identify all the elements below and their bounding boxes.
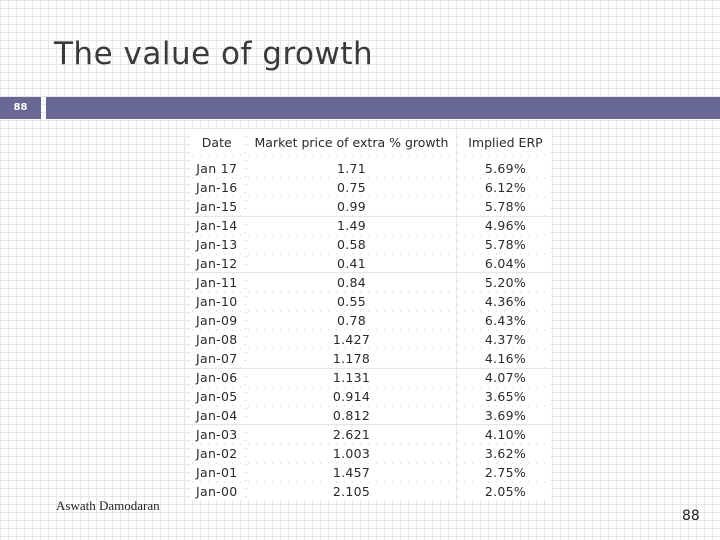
- table-row: Jan-14 1.49 4.96%: [190, 217, 552, 234]
- market-price-cell: 1.49: [246, 217, 457, 234]
- table-row: Jan 17 1.71 5.69%: [190, 156, 552, 177]
- title-bar: [46, 97, 720, 119]
- header-implied-erp: Implied ERP: [459, 130, 552, 154]
- implied-erp-cell: 4.10%: [459, 426, 552, 443]
- date-cell: Jan 17: [190, 156, 244, 177]
- implied-erp-cell: 5.78%: [459, 198, 552, 215]
- date-cell: Jan-13: [190, 236, 244, 253]
- table-row: Jan-08 1.427 4.37%: [190, 331, 552, 348]
- market-price-cell: 1.427: [246, 331, 457, 348]
- header-market-price: Market price of extra % growth: [246, 130, 457, 154]
- market-price-cell: 1.003: [246, 445, 457, 462]
- implied-erp-cell: 5.69%: [459, 156, 552, 177]
- table-row: Jan-07 1.178 4.16%: [190, 350, 552, 367]
- date-cell: Jan-01: [190, 464, 244, 481]
- date-cell: Jan-10: [190, 293, 244, 310]
- table-row: Jan-06 1.131 4.07%: [190, 369, 552, 386]
- market-price-cell: 0.84: [246, 274, 457, 291]
- table-row: Jan-11 0.84 5.20%: [190, 274, 552, 291]
- implied-erp-cell: 5.78%: [459, 236, 552, 253]
- table-row: Jan-12 0.41 6.04%: [190, 255, 552, 272]
- market-price-cell: 2.621: [246, 426, 457, 443]
- author-name: Aswath Damodaran: [56, 498, 160, 513]
- implied-erp-cell: 6.12%: [459, 179, 552, 196]
- market-price-cell: 1.457: [246, 464, 457, 481]
- implied-erp-cell: 2.75%: [459, 464, 552, 481]
- market-price-cell: 0.41: [246, 255, 457, 272]
- implied-erp-cell: 4.07%: [459, 369, 552, 386]
- page-number: 88: [682, 508, 700, 524]
- date-cell: Jan-16: [190, 179, 244, 196]
- table-row: Jan-15 0.99 5.78%: [190, 198, 552, 215]
- date-cell: Jan-00: [190, 483, 244, 500]
- growth-value-table: Date Market price of extra % growth Impl…: [187, 128, 554, 502]
- date-cell: Jan-06: [190, 369, 244, 386]
- slide-title: The value of growth: [54, 36, 374, 72]
- table-body: Jan 17 1.71 5.69% Jan-16 0.75 6.12% Jan-15 0.99…: [190, 156, 552, 500]
- market-price-cell: 0.75: [246, 179, 457, 196]
- implied-erp-cell: 4.36%: [459, 293, 552, 310]
- table-row: Jan-04 0.812 3.69%: [190, 407, 552, 424]
- date-cell: Jan-09: [190, 312, 244, 329]
- implied-erp-cell: 6.43%: [459, 312, 552, 329]
- date-cell: Jan-08: [190, 331, 244, 348]
- table-row: Jan-05 0.914 3.65%: [190, 388, 552, 405]
- slide-number-badge: 88: [0, 97, 41, 119]
- implied-erp-cell: 5.20%: [459, 274, 552, 291]
- date-cell: Jan-03: [190, 426, 244, 443]
- implied-erp-cell: 3.69%: [459, 407, 552, 424]
- date-cell: Jan-14: [190, 217, 244, 234]
- market-price-cell: 0.58: [246, 236, 457, 253]
- date-cell: Jan-04: [190, 407, 244, 424]
- market-price-cell: 0.99: [246, 198, 457, 215]
- implied-erp-cell: 3.65%: [459, 388, 552, 405]
- header-row: Date Market price of extra % growth Impl…: [190, 130, 552, 154]
- market-price-cell: 0.55: [246, 293, 457, 310]
- market-price-cell: 0.812: [246, 407, 457, 424]
- implied-erp-cell: 4.16%: [459, 350, 552, 367]
- implied-erp-cell: 4.37%: [459, 331, 552, 348]
- table-row: Jan-16 0.75 6.12%: [190, 179, 552, 196]
- date-cell: Jan-02: [190, 445, 244, 462]
- market-price-cell: 2.105: [246, 483, 457, 500]
- implied-erp-cell: 4.96%: [459, 217, 552, 234]
- table-header: Date Market price of extra % growth Impl…: [190, 130, 552, 154]
- table-row: Jan-00 2.105 2.05%: [190, 483, 552, 500]
- date-cell: Jan-12: [190, 255, 244, 272]
- implied-erp-cell: 3.62%: [459, 445, 552, 462]
- implied-erp-cell: 6.04%: [459, 255, 552, 272]
- market-price-cell: 0.914: [246, 388, 457, 405]
- date-cell: Jan-07: [190, 350, 244, 367]
- table-row: Jan-01 1.457 2.75%: [190, 464, 552, 481]
- market-price-cell: 0.78: [246, 312, 457, 329]
- date-cell: Jan-05: [190, 388, 244, 405]
- table-row: Jan-13 0.58 5.78%: [190, 236, 552, 253]
- date-cell: Jan-15: [190, 198, 244, 215]
- market-price-cell: 1.131: [246, 369, 457, 386]
- implied-erp-cell: 2.05%: [459, 483, 552, 500]
- header-date: Date: [190, 130, 244, 154]
- market-price-cell: 1.178: [246, 350, 457, 367]
- date-cell: Jan-11: [190, 274, 244, 291]
- table-row: Jan-09 0.78 6.43%: [190, 312, 552, 329]
- table-row: Jan-10 0.55 4.36%: [190, 293, 552, 310]
- table-row: Jan-03 2.621 4.10%: [190, 426, 552, 443]
- table-row: Jan-02 1.003 3.62%: [190, 445, 552, 462]
- market-price-cell: 1.71: [246, 156, 457, 177]
